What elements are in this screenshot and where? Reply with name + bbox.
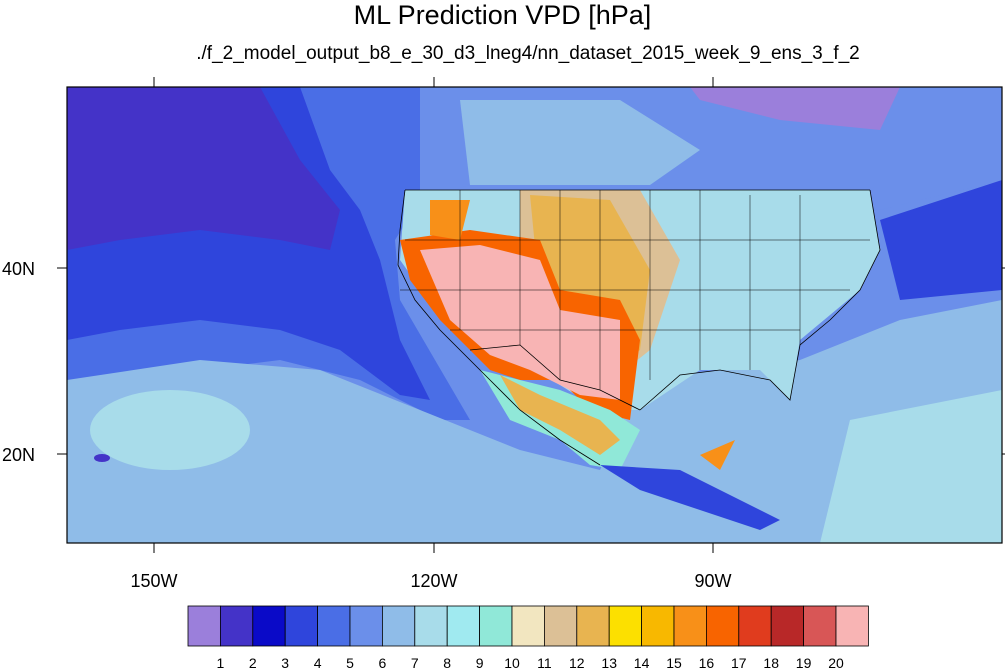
- colorbar-label: 10: [504, 655, 520, 671]
- colorbar-label: 1: [217, 655, 225, 671]
- colorbar-swatch: [414, 605, 448, 647]
- colorbar-swatch: [706, 605, 740, 647]
- colorbar-swatch: [349, 605, 383, 647]
- vpd-field: [67, 87, 1002, 543]
- colorbar-swatch: [803, 605, 837, 647]
- colorbar-swatch: [738, 605, 772, 647]
- colorbar-swatch: [317, 605, 351, 647]
- lat-label-20n: 20N: [2, 445, 35, 465]
- land-cuba: [700, 440, 735, 470]
- lat-label-40n: 40N: [2, 259, 35, 279]
- colorbar-swatch: [770, 605, 805, 647]
- colorbar-label: 17: [731, 655, 747, 671]
- colorbar-label: 20: [828, 655, 844, 671]
- colorbar-swatch: [576, 605, 610, 647]
- colorbar-swatch: [381, 605, 416, 647]
- colorbar-swatch: [219, 605, 254, 647]
- colorbar-label: 4: [314, 655, 322, 671]
- page-title: ML Prediction VPD [hPa]: [353, 0, 652, 30]
- colorbar-swatch: [446, 605, 481, 647]
- colorbar-label: 7: [411, 655, 419, 671]
- colorbar-swatch: [544, 605, 578, 647]
- colorbar-label: 11: [537, 655, 552, 671]
- colorbar-label: 8: [443, 655, 451, 671]
- colorbar-swatch: [608, 605, 643, 647]
- land-canada-light: [460, 100, 700, 185]
- colorbar-label: 3: [281, 655, 289, 671]
- colorbar-swatch: [511, 605, 545, 647]
- colorbar-swatch: [187, 605, 221, 647]
- colorbar-swatch: [673, 605, 707, 647]
- lon-label-90w: 90W: [694, 571, 731, 591]
- colorbar-label: 13: [601, 655, 617, 671]
- land-central-america: [600, 465, 780, 530]
- colorbar-label: 19: [796, 655, 812, 671]
- lon-label-150w: 150W: [130, 571, 177, 591]
- land-hudson: [690, 87, 900, 130]
- coastline-east: [639, 189, 881, 411]
- colorbar-label: 15: [666, 655, 682, 671]
- ocean-light-patch: [90, 390, 250, 470]
- colorbar-label: 5: [346, 655, 354, 671]
- colorbar-label: 6: [379, 655, 387, 671]
- colorbar-swatch: [641, 605, 675, 647]
- ocean-caribbean: [820, 390, 1002, 543]
- state-lines: [400, 190, 870, 390]
- colorbar-swatch: [252, 605, 286, 647]
- lon-label-120w: 120W: [410, 571, 457, 591]
- colorbar-label: 14: [634, 655, 650, 671]
- colorbar: 1 2 3 4 5 6 7 8 9 10 11 12 13 14 15 16 17 18 19 20: [187, 605, 869, 671]
- colorbar-swatch: [284, 605, 319, 647]
- hawaii-islands: [94, 454, 110, 462]
- ocean-north-atlantic: [880, 180, 1002, 300]
- page-subtitle: ./f_2_model_output_b8_e_30_d3_lneg4/nn_d…: [196, 43, 860, 64]
- colorbar-label: 9: [476, 655, 484, 671]
- axis-ticks: [57, 77, 1005, 553]
- colorbar-label: 2: [249, 655, 257, 671]
- colorbar-swatch: [479, 605, 513, 647]
- ocean-darkest: [67, 87, 340, 250]
- colorbar-label: 18: [763, 655, 779, 671]
- colorbar-label: 16: [699, 655, 715, 671]
- coastline-west: [397, 189, 601, 466]
- land-mexico-warm: [500, 375, 620, 455]
- colorbar-label: 12: [569, 655, 585, 671]
- colorbar-swatch: [835, 605, 869, 647]
- map-frame: [66, 86, 1003, 544]
